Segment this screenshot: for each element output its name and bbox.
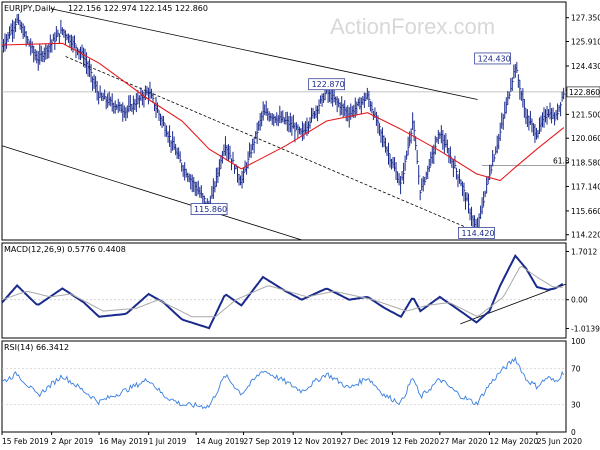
macd-trend-line: [460, 283, 567, 325]
fib-618-label: 61.8: [553, 157, 570, 166]
macd-tick-label: 1.7012: [571, 247, 597, 256]
price-tick-label: 127.350: [571, 14, 600, 23]
price-tick-label: 121.500: [571, 110, 600, 119]
price-tick-label: 114.220: [571, 231, 600, 240]
rsi-tick-label: 70: [571, 364, 581, 373]
price-tick-label: 115.660: [571, 207, 600, 216]
price-flag-label: 122.870: [312, 80, 345, 89]
macd-tick-label: -1.0139: [571, 324, 600, 333]
x-tick-label: 14 Aug 2019: [196, 437, 244, 446]
last-price-label: 122.860: [569, 88, 600, 97]
price-flag-label: 124.430: [478, 54, 511, 63]
trend-dotted-line: [65, 56, 477, 233]
last-price-box: [566, 86, 600, 98]
price-flag-box: [458, 227, 495, 239]
rsi-line: [1, 356, 564, 410]
macd-signal-line: [1, 265, 563, 318]
macd-tick-label: 0.00: [571, 296, 588, 305]
price-flag-box: [190, 203, 228, 215]
price-panel-symbol: EURJPY,Daily: [4, 4, 55, 13]
price-flag-box: [308, 78, 345, 91]
rsi-tick-label: 0: [571, 428, 576, 437]
x-tick-label: 25 Jun 2020: [537, 437, 582, 446]
watermark: ActionForex.com: [330, 14, 495, 39]
macd-panel-label: MACD(12,26,9) 0.5776 0.4408: [4, 245, 126, 254]
price-tick-label: 117.140: [571, 182, 600, 191]
rsi-tick-label: 30: [571, 401, 581, 410]
channel-upper-line: [50, 8, 478, 100]
x-tick-label: 1 Jul 2019: [149, 437, 187, 446]
rsi-tick-label: 100: [571, 337, 586, 346]
channel-lower-line: [1, 145, 302, 241]
price-flag-label: 114.420: [461, 229, 494, 238]
x-tick-label: 27 Sep 2019: [244, 437, 292, 446]
price-flag-box: [474, 52, 512, 65]
price-panel-frame: [1, 1, 567, 241]
macd-panel-frame: [1, 242, 567, 339]
x-tick-label: 12 May 2020: [489, 437, 538, 446]
x-tick-label: 15 Feb 2019: [2, 437, 49, 446]
x-tick-label: 2 Apr 2019: [52, 437, 94, 446]
price-flag-label: 115.860: [194, 205, 227, 214]
x-tick-label: 16 May 2019: [99, 437, 148, 446]
price-tick-label: 118.580: [571, 159, 600, 168]
x-tick-label: 27 Mar 2020: [440, 437, 488, 446]
x-tick-label: 12 Feb 2020: [392, 437, 439, 446]
rsi-panel-label: RSI(14) 66.3412: [4, 343, 69, 352]
price-tick-label: 120.060: [571, 134, 600, 143]
price-panel-ohlc: 122.156 122.974 122.145 122.860: [68, 4, 208, 13]
rsi-panel-frame: [1, 340, 567, 433]
price-tick-label: 125.910: [571, 38, 600, 47]
moving-average-line: [1, 42, 565, 182]
x-tick-label: 27 Dec 2019: [342, 437, 390, 446]
price-tick-label: 124.430: [571, 62, 600, 71]
x-tick-label: 12 Nov 2019: [293, 437, 341, 446]
